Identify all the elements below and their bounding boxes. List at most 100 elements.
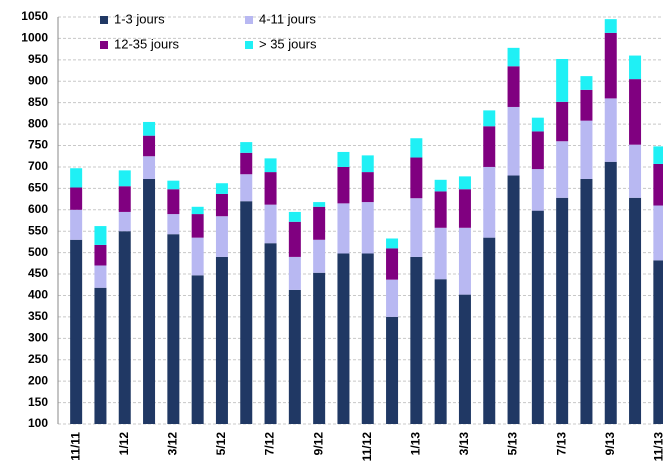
bar-segment <box>410 256 423 424</box>
bar-segment <box>458 227 471 295</box>
bar-segment <box>361 172 374 203</box>
legend-swatch <box>100 16 108 24</box>
y-tick-label: 1050 <box>21 9 48 23</box>
bar-segment <box>434 191 447 228</box>
bar-segment <box>313 239 326 273</box>
y-tick-label: 550 <box>28 223 48 237</box>
bar-segment <box>556 58 569 102</box>
legend-swatch <box>100 41 108 49</box>
bar-segment <box>94 244 107 266</box>
bar-segment <box>580 76 593 90</box>
bar-segment <box>313 272 326 424</box>
bar-segment <box>629 55 642 80</box>
bar-segment <box>118 170 131 187</box>
bar-segment <box>94 287 107 424</box>
legend-label: 4-11 jours <box>259 11 316 26</box>
bar-segment <box>118 231 131 424</box>
x-tick-label: 11/12 <box>360 432 374 462</box>
bar-segment <box>167 234 180 424</box>
y-tick-label: 100 <box>28 416 48 430</box>
bar-segment <box>458 189 471 228</box>
legend-swatch <box>245 16 253 24</box>
y-tick-label: 450 <box>28 266 48 280</box>
x-tick-label: 7/12 <box>263 432 277 456</box>
bar-segment <box>118 186 131 212</box>
x-tick-label: 1/13 <box>409 432 423 456</box>
bar-segment <box>264 243 277 424</box>
bar-segment <box>337 253 350 424</box>
bar-segment <box>580 120 593 179</box>
bar-segment <box>94 226 107 245</box>
y-tick-label: 500 <box>28 245 48 259</box>
bar-segment <box>70 239 83 424</box>
bar-segment <box>386 316 399 424</box>
bar-segment <box>167 180 180 190</box>
bar-segment <box>604 19 617 33</box>
y-tick-label: 400 <box>28 288 48 302</box>
bar-segment <box>410 157 423 199</box>
bar-segment <box>483 126 496 167</box>
y-tick-label: 950 <box>28 52 48 66</box>
bar-segment <box>556 101 569 142</box>
bar-segment <box>143 178 156 424</box>
bar-segment <box>434 179 447 192</box>
bar-segment <box>313 202 326 207</box>
bar-segment <box>240 142 253 153</box>
bar-segment <box>240 174 253 202</box>
bar-segment <box>167 189 180 215</box>
bar-segment <box>531 131 544 170</box>
bar-segment <box>191 214 204 238</box>
bar-segment <box>386 279 399 317</box>
legend: 1-3 jours 4-11 jours 12-35 jours > 35 jours <box>100 11 317 51</box>
y-tick-label: 250 <box>28 352 48 366</box>
bar-segment <box>653 163 663 206</box>
bar-segment <box>264 204 277 244</box>
bar-segment <box>337 166 350 204</box>
legend-label: 12-35 jours <box>114 36 180 51</box>
bar-segment <box>288 289 301 424</box>
bar-segment <box>191 237 204 276</box>
bar-segment <box>653 205 663 261</box>
bar-segment <box>386 248 399 280</box>
bar-segment <box>580 178 593 424</box>
bar-segment <box>556 141 569 198</box>
bar-segment <box>458 294 471 424</box>
bar-segment <box>507 47 520 67</box>
bar-segment <box>483 166 496 238</box>
bar-segment <box>143 156 156 179</box>
bar-segment <box>264 172 277 205</box>
bar-segment <box>434 227 447 280</box>
x-tick-label: 3/12 <box>166 432 180 456</box>
x-tick-label: 11/13 <box>652 432 663 462</box>
bar-segment <box>215 256 228 424</box>
bar-segment <box>240 201 253 424</box>
x-tick-label: 1/12 <box>117 432 131 456</box>
bar-segment <box>604 98 617 162</box>
bar-segment <box>70 168 83 188</box>
bar-segment <box>434 279 447 424</box>
bar-segment <box>70 209 83 240</box>
y-tick-label: 900 <box>28 73 48 87</box>
bar-segment <box>556 197 569 424</box>
bar-segment <box>337 151 350 167</box>
bar-segment <box>507 175 520 424</box>
y-tick-label: 600 <box>28 202 48 216</box>
bar-segment <box>458 176 471 190</box>
y-tick-label: 850 <box>28 95 48 109</box>
y-tick-label: 1000 <box>21 31 48 45</box>
bar-segment <box>215 216 228 257</box>
y-tick-label: 700 <box>28 159 48 173</box>
bar-segment <box>70 187 83 210</box>
bar-segment <box>653 146 663 164</box>
legend-swatch <box>245 41 253 49</box>
x-tick-label: 5/12 <box>214 432 228 456</box>
x-tick-label: 7/13 <box>554 432 568 456</box>
bar-segment <box>629 197 642 424</box>
bar-segment <box>410 138 423 158</box>
legend-label: 1-3 jours <box>114 11 165 26</box>
bar-segment <box>264 158 277 173</box>
bar-segment <box>191 206 204 215</box>
bar-segment <box>531 210 544 424</box>
bar-segment <box>531 169 544 211</box>
